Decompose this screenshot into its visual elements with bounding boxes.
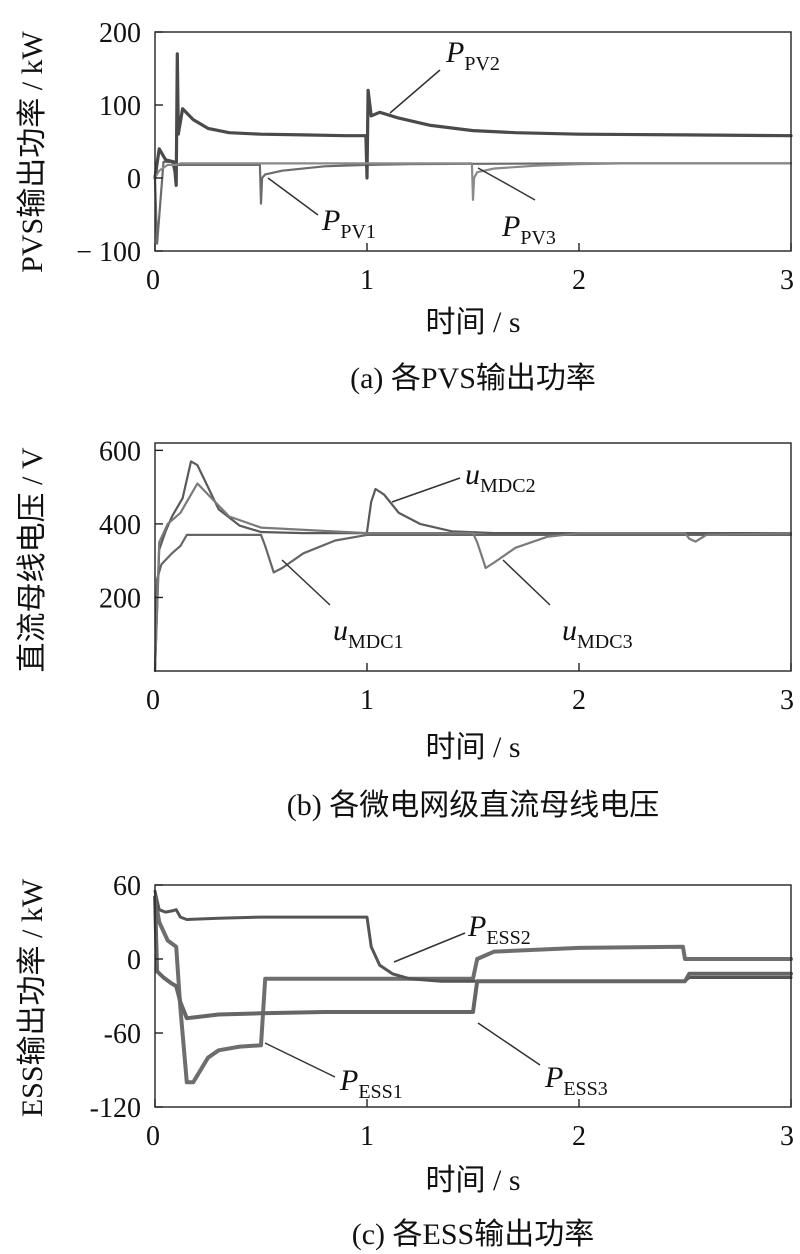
x-tick-label: 0 <box>146 685 160 716</box>
x-tick-label: 1 <box>360 1121 374 1152</box>
y-tick-label: -120 <box>90 1093 141 1124</box>
y-tick-label: 0 <box>127 945 141 976</box>
leader-mdc2 <box>391 477 461 503</box>
y-tick-label: 200 <box>99 583 141 614</box>
plot-frame-c <box>154 884 792 1108</box>
y-tick-label: 200 <box>99 18 141 49</box>
label-ess3: PESS3 <box>544 1061 608 1100</box>
x-axis-label-a: 时间 / s <box>425 306 520 339</box>
y-tick-label: -60 <box>104 1019 141 1050</box>
y-ticks-c: 60 0 -60 -120 <box>90 871 163 1124</box>
y-tick-label: 400 <box>99 510 141 541</box>
leader-pv2 <box>389 69 441 114</box>
label-ess2: PESS2 <box>467 910 531 949</box>
label-pv3: PPV3 <box>501 210 556 249</box>
chart-panel-b: 直流母线电压 / V 600 400 200 0 1 2 3 时间 / s (b) 各微电… <box>16 436 794 822</box>
leader-ess1 <box>264 1042 336 1078</box>
x-tick-label: 2 <box>572 1121 586 1152</box>
y-axis-label-c: ESS输出功率 / kW <box>16 878 49 1117</box>
label-mdc2: uMDC2 <box>465 458 536 497</box>
series-line-pv2 <box>153 52 793 187</box>
x-tick-label: 1 <box>360 685 374 716</box>
leader-ess3 <box>477 1022 541 1066</box>
series-line-ess3 <box>153 895 793 1021</box>
leader-pv1 <box>267 177 319 216</box>
x-tick-label: 0 <box>146 1121 160 1152</box>
series-group-c <box>153 889 793 1085</box>
y-tick-label: 600 <box>99 436 141 467</box>
x-axis-label-c: 时间 / s <box>425 1164 520 1197</box>
plot-frame-b <box>154 442 792 672</box>
leader-pv3 <box>477 167 536 201</box>
label-mdc1: uMDC1 <box>333 614 404 653</box>
x-ticks-b: 0 1 2 3 <box>146 663 794 716</box>
y-tick-label: − 100 <box>76 237 141 268</box>
label-mdc3: uMDC3 <box>562 614 633 653</box>
series-line-mdc2 <box>153 460 793 673</box>
caption-a: (a) 各PVS输出功率 <box>350 362 596 395</box>
x-tick-label: 2 <box>572 265 586 296</box>
y-tick-label: 0 <box>127 164 141 195</box>
y-ticks-a: 200 100 0 − 100 <box>76 18 163 268</box>
x-tick-label: 3 <box>780 685 794 716</box>
label-pv1: PPV1 <box>321 204 376 243</box>
plot-frame-a <box>154 31 792 252</box>
x-tick-label: 3 <box>780 1121 794 1152</box>
leader-mdc3 <box>502 559 551 606</box>
y-tick-label: 100 <box>99 91 141 122</box>
caption-b: (b) 各微电网级直流母线电压 <box>287 789 659 822</box>
label-ess1: PESS1 <box>339 1064 403 1103</box>
y-axis-label-b: 直流母线电压 / V <box>16 447 49 672</box>
x-ticks-a: 0 1 2 3 <box>146 243 794 296</box>
chart-panel-c: ESS输出功率 / kW 60 0 -60 -120 0 1 2 3 时间 / s (c) … <box>16 871 794 1251</box>
x-tick-label: 0 <box>146 265 160 296</box>
series-line-mdc1 <box>153 533 793 673</box>
leader-ess2 <box>393 932 466 963</box>
x-tick-label: 3 <box>780 265 794 296</box>
caption-c: (c) 各ESS输出功率 <box>352 1218 595 1251</box>
y-tick-label: 60 <box>113 871 141 902</box>
y-axis-label-a: PVS输出功率 / kW <box>16 30 49 272</box>
y-ticks-b: 600 400 200 <box>99 436 163 614</box>
series-group-a <box>153 52 793 245</box>
x-tick-label: 1 <box>360 265 374 296</box>
series-line-mdc3 <box>153 482 793 673</box>
label-pv2: PPV2 <box>445 36 500 75</box>
leader-mdc1 <box>281 559 331 606</box>
series-group-b <box>153 460 793 673</box>
x-ticks-c: 0 1 2 3 <box>146 1099 794 1152</box>
x-axis-label-b: 时间 / s <box>425 731 520 764</box>
x-tick-label: 2 <box>572 685 586 716</box>
series-line-pv3 <box>153 162 793 201</box>
